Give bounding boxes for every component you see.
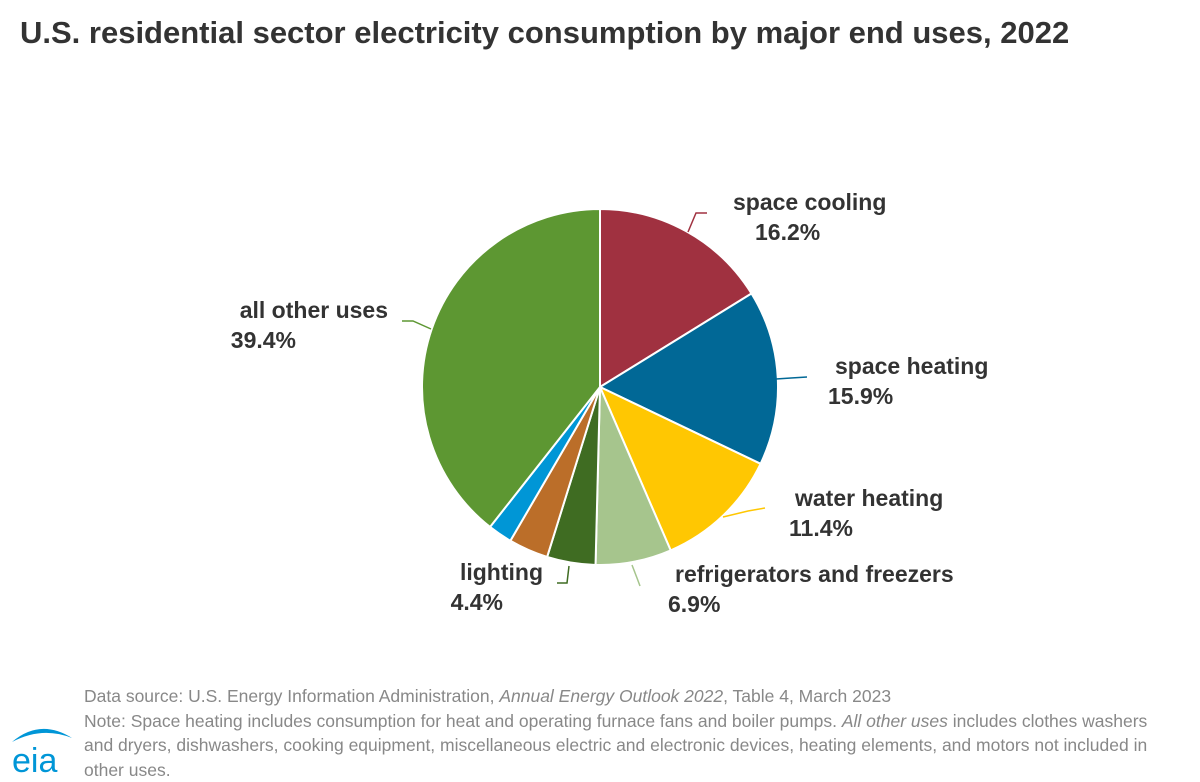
pie-slices [422, 209, 778, 565]
leader-line-space-cooling [688, 213, 707, 232]
leader-line-refrigerators-and-freezers [632, 565, 640, 586]
explanatory-note: Note: Space heating includes consumption… [84, 709, 1164, 782]
slice-value-lighting: 4.4% [451, 589, 503, 615]
logo-text: eia [12, 742, 57, 776]
pie-chart: space cooling 16.2% space heating 15.9% wate… [0, 0, 1200, 680]
slice-value-space-cooling: 16.2% [755, 219, 820, 245]
leader-line-lighting [557, 566, 569, 583]
eia-logo: eia [10, 722, 80, 776]
data-source-note: Data source: U.S. Energy Information Adm… [84, 684, 1164, 709]
slice-value-space-heating: 15.9% [828, 383, 893, 409]
slice-label-water-heating: water heating [794, 485, 943, 511]
slice-label-all-other-uses: all other uses [240, 297, 388, 323]
slice-label-lighting: lighting [460, 559, 543, 585]
chart-footer: Data source: U.S. Energy Information Adm… [84, 684, 1164, 782]
logo-swoosh-icon [12, 729, 72, 742]
leader-line-space-heating [776, 377, 807, 379]
slice-label-space-heating: space heating [835, 353, 988, 379]
slice-value-water-heating: 11.4% [789, 515, 853, 541]
slice-label-space-cooling: space cooling [733, 189, 886, 215]
slice-label-refrigerators-and-freezers: refrigerators and freezers [675, 561, 954, 587]
slice-value-all-other-uses: 39.4% [231, 327, 296, 353]
leader-line-all-other-uses [402, 321, 431, 329]
slice-value-refrigerators-and-freezers: 6.9% [668, 591, 720, 617]
